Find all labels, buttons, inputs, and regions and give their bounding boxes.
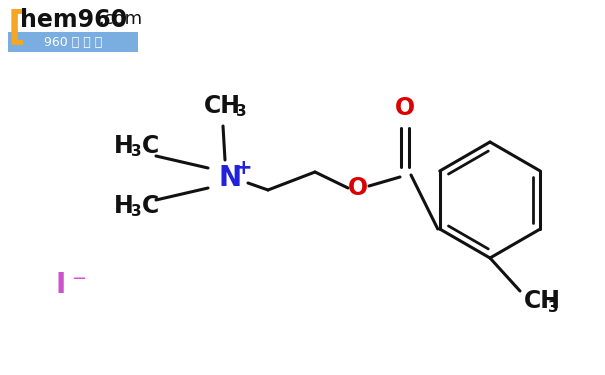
Text: 960 化 工 网: 960 化 工 网 bbox=[44, 36, 102, 48]
Text: hem960: hem960 bbox=[20, 8, 127, 32]
Text: [: [ bbox=[8, 8, 26, 46]
Text: N: N bbox=[218, 164, 241, 192]
FancyBboxPatch shape bbox=[8, 32, 138, 52]
Text: CH: CH bbox=[524, 289, 561, 313]
Text: O: O bbox=[348, 176, 368, 200]
Text: 3: 3 bbox=[131, 204, 142, 219]
Text: C: C bbox=[142, 134, 159, 158]
Text: +: + bbox=[235, 158, 253, 178]
Text: 3: 3 bbox=[236, 105, 247, 120]
Text: CH: CH bbox=[204, 94, 241, 118]
Text: .com: .com bbox=[98, 10, 142, 28]
Text: H: H bbox=[114, 194, 134, 218]
Text: I: I bbox=[55, 271, 65, 299]
Text: H: H bbox=[114, 134, 134, 158]
Text: O: O bbox=[395, 96, 415, 120]
Text: 3: 3 bbox=[548, 300, 558, 315]
Text: 3: 3 bbox=[131, 144, 142, 159]
Text: C: C bbox=[142, 194, 159, 218]
Text: −: − bbox=[71, 270, 86, 288]
